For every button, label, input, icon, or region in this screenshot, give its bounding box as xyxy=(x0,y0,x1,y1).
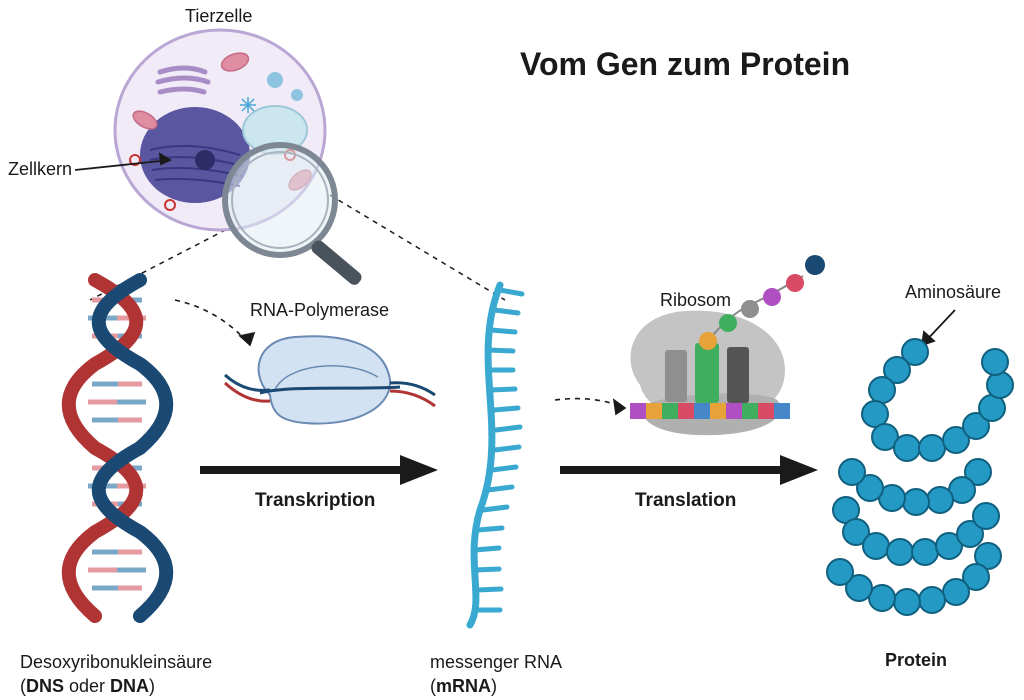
label-dna: Desoxyribonukleinsäure (DNS oder DNA) xyxy=(20,650,212,699)
mrna-line2-post: ) xyxy=(491,676,497,696)
label-tierzelle: Tierzelle xyxy=(185,6,252,27)
mrna-icon xyxy=(470,285,522,625)
dna-line2-mid: oder xyxy=(64,676,110,696)
rna-polymerase-icon xyxy=(225,336,435,423)
dna-line1: Desoxyribonukleinsäure xyxy=(20,652,212,672)
dna-icon xyxy=(69,280,167,616)
dna-line2-b2: DNA xyxy=(110,676,149,696)
label-protein: Protein xyxy=(885,650,947,671)
label-mrna: messenger RNA (mRNA) xyxy=(430,650,562,699)
page-title: Vom Gen zum Protein xyxy=(520,46,850,83)
protein-icon xyxy=(827,339,1013,615)
mrna-to-ribosome-arrow xyxy=(555,399,625,414)
diagram-canvas xyxy=(0,0,1024,700)
label-rna-polymerase: RNA-Polymerase xyxy=(250,300,389,321)
ribosome-icon xyxy=(630,255,825,435)
dna-line2-post: ) xyxy=(149,676,155,696)
label-translation: Translation xyxy=(635,490,736,512)
magnifier-icon xyxy=(225,145,364,287)
label-transkription: Transkription xyxy=(255,490,375,512)
aminosaeure-pointer xyxy=(922,310,955,345)
label-aminosaeure: Aminosäure xyxy=(905,282,1001,303)
dna-line2-b1: DNS xyxy=(26,676,64,696)
label-ribosom: Ribosom xyxy=(660,290,731,311)
mrna-line2-b: mRNA xyxy=(436,676,491,696)
transcription-arrow xyxy=(200,455,438,485)
label-zellkern: Zellkern xyxy=(8,159,72,180)
dna-to-polymerase-arrow xyxy=(175,300,254,345)
translation-arrow xyxy=(560,455,818,485)
mrna-line1: messenger RNA xyxy=(430,652,562,672)
